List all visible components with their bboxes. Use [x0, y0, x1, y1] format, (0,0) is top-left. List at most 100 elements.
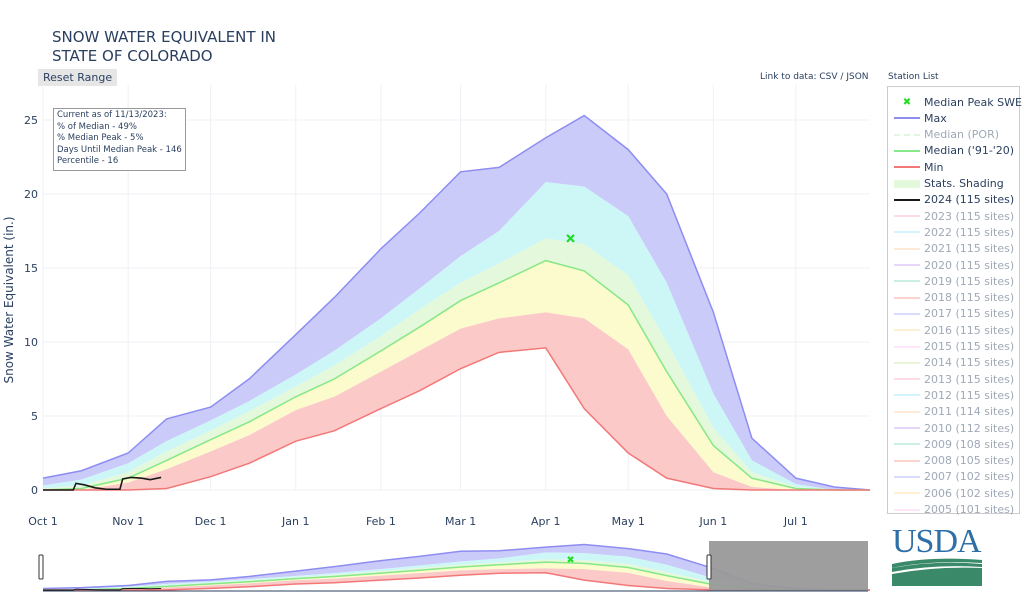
x-tick-label: Jan 1	[281, 515, 309, 528]
legend-label: 2014 (115 sites)	[924, 356, 1015, 370]
line-swatch-icon	[894, 410, 920, 413]
legend-item[interactable]: 2021 (115 sites)	[888, 241, 1014, 257]
legend-label: 2021 (115 sites)	[924, 242, 1015, 256]
legend-label: 2013 (115 sites)	[924, 372, 1015, 386]
y-axis-label: Snow Water Equivalent (in.)	[2, 216, 16, 383]
line-swatch-icon	[894, 427, 920, 429]
legend-item[interactable]: 2020 (115 sites)	[888, 257, 1014, 273]
line-swatch-icon	[894, 312, 920, 315]
info-line: Current as of 11/13/2023:	[57, 110, 167, 120]
legend-item[interactable]: 2013 (115 sites)	[888, 371, 1014, 387]
legend-item[interactable]: 2010 (112 sites)	[888, 420, 1014, 436]
y-tick-label: 0	[31, 484, 38, 497]
legend-label: Max	[924, 111, 947, 125]
legend-item[interactable]: 2006 (102 sites)	[888, 485, 1014, 501]
x-tick-label: Jul 1	[783, 515, 808, 528]
line-swatch-icon	[894, 475, 920, 478]
legend-label: 2019 (115 sites)	[924, 274, 1015, 288]
y-tick-label: 15	[24, 262, 38, 275]
legend-item[interactable]: 2019 (115 sites)	[888, 273, 1014, 289]
legend-item[interactable]: 2022 (115 sites)	[888, 224, 1014, 240]
line-swatch-icon	[894, 280, 920, 283]
band-max-p90	[43, 115, 870, 490]
range-slider-unselected-mask	[709, 541, 868, 591]
info-line: % of Median - 49%	[57, 121, 137, 132]
line-swatch-icon	[894, 443, 920, 446]
legend-label: Min	[924, 160, 944, 174]
line-swatch-icon	[894, 231, 920, 234]
legend-item[interactable]: 2011 (114 sites)	[888, 404, 1014, 420]
line-swatch-icon	[894, 378, 920, 381]
band-p70-median	[43, 238, 870, 490]
legend-item[interactable]: 2017 (115 sites)	[888, 306, 1014, 322]
legend: ✖ Median Peak SWE Max Median (POR) Median ('…	[887, 86, 1022, 516]
legend-item[interactable]: 2024 (115 sites)	[888, 192, 1014, 208]
line-swatch-icon	[894, 215, 920, 218]
legend-item[interactable]: Min	[888, 159, 944, 175]
legend-label: 2017 (115 sites)	[924, 307, 1015, 321]
x-tick-label: Oct 1	[28, 515, 58, 528]
median-peak-marker	[566, 234, 575, 243]
legend-label: 2006 (102 sites)	[924, 486, 1015, 500]
legend-item[interactable]: Stats. Shading	[888, 176, 1004, 192]
legend-item[interactable]: 2015 (115 sites)	[888, 339, 1014, 355]
line-swatch-icon	[894, 492, 920, 495]
line-swatch-icon	[894, 149, 920, 152]
legend-item[interactable]: 2018 (115 sites)	[888, 290, 1014, 306]
line-swatch-icon	[894, 345, 920, 348]
legend-label: 2009 (108 sites)	[924, 437, 1015, 451]
dash-swatch-icon	[894, 133, 920, 136]
x-tick-label: Nov 1	[112, 515, 144, 528]
legend-item[interactable]: Median ('91-'20)	[888, 143, 1014, 159]
line-swatch-icon	[894, 198, 920, 201]
legend-item[interactable]: Max	[888, 110, 947, 126]
legend-label: 2010 (112 sites)	[924, 421, 1015, 435]
fill-swatch-icon	[894, 179, 920, 188]
legend-item[interactable]: ✖ Median Peak SWE	[888, 94, 1022, 110]
info-line: Percentile - 16	[57, 156, 119, 166]
legend-item[interactable]: 2012 (115 sites)	[888, 387, 1014, 403]
legend-item[interactable]: Median (POR)	[888, 127, 999, 143]
legend-item[interactable]: 2016 (115 sites)	[888, 322, 1014, 338]
median-peak-marker	[567, 556, 574, 563]
legend-item[interactable]: 2008 (105 sites)	[888, 453, 1014, 469]
legend-label: 2020 (115 sites)	[924, 258, 1015, 272]
current-year-line	[43, 587, 162, 591]
chart-title: SNOW WATER EQUIVALENT IN STATE OF COLORA…	[52, 28, 276, 66]
usda-logo: USDA	[890, 520, 985, 592]
range-slider-left-handle[interactable]	[38, 554, 44, 580]
station-list-label[interactable]: Station List	[888, 72, 939, 82]
info-line: Days Until Median Peak - 146	[57, 144, 182, 155]
current-year-line	[43, 476, 162, 491]
marker-swatch-icon: ✖	[902, 96, 912, 108]
legend-label: 2012 (115 sites)	[924, 388, 1015, 402]
legend-item[interactable]: 2014 (115 sites)	[888, 355, 1014, 371]
line-swatch-icon	[894, 329, 920, 332]
data-links: Link to data: CSV / JSON	[760, 72, 869, 82]
legend-label: 2018 (115 sites)	[924, 291, 1015, 305]
legend-item[interactable]: 2005 (101 sites)	[888, 502, 1014, 518]
info-line: % Median Peak - 5%	[57, 133, 144, 143]
y-tick-label: 25	[24, 114, 38, 127]
usda-logo-graphic: USDA	[892, 523, 983, 586]
band-p70-median	[43, 559, 870, 590]
legend-item[interactable]: 2007 (102 sites)	[888, 469, 1014, 485]
band-p30-min	[43, 312, 870, 490]
title-line-2: STATE OF COLORADO	[52, 47, 213, 65]
x-tick-label: Dec 1	[195, 515, 227, 528]
legend-label: 2024 (115 sites)	[924, 193, 1015, 207]
links-separator: /	[840, 72, 844, 82]
line-swatch-icon	[894, 264, 920, 266]
reset-range-button[interactable]: Reset Range	[38, 69, 118, 86]
legend-item[interactable]: 2023 (115 sites)	[888, 208, 1014, 224]
current-status-box: Current as of 11/13/2023: % of Median - …	[53, 108, 186, 171]
x-tick-label: Apr 1	[531, 515, 561, 528]
json-link[interactable]: JSON	[846, 72, 869, 82]
csv-link[interactable]: CSV	[819, 72, 838, 82]
line-swatch-icon	[894, 361, 920, 364]
min-line	[43, 347, 870, 491]
line-swatch-icon	[894, 166, 920, 169]
range-slider-right-handle[interactable]	[706, 554, 712, 580]
legend-item[interactable]: 2009 (108 sites)	[888, 436, 1014, 452]
